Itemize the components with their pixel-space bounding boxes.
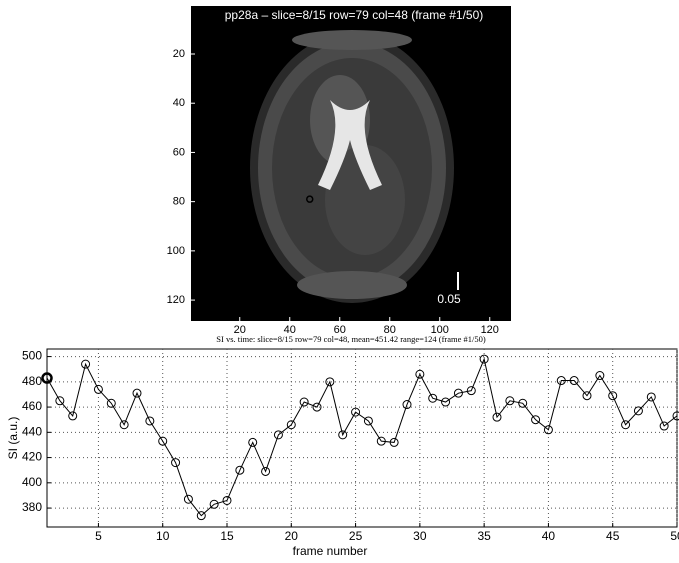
data-point (621, 420, 631, 430)
y-tick-label: 20 (173, 48, 185, 60)
data-point (93, 384, 103, 394)
data-point (248, 437, 258, 447)
y-tick-label: 420 (22, 450, 42, 464)
data-point (299, 397, 309, 407)
data-point (595, 371, 605, 381)
data-point (106, 398, 116, 408)
x-tick-label: 5 (95, 529, 102, 543)
data-point (402, 400, 412, 410)
data-point (261, 466, 271, 476)
y-tick-label: 440 (22, 424, 42, 438)
x-tick-label: 100 (431, 324, 449, 336)
data-point (543, 425, 553, 435)
data-point (235, 465, 245, 475)
data-point (351, 407, 361, 417)
data-point (222, 495, 232, 505)
data-point (646, 392, 656, 402)
data-point (672, 411, 679, 421)
x-tick-label: 80 (384, 324, 396, 336)
plot-frame (46, 348, 678, 528)
series-line (46, 357, 678, 517)
data-point (55, 396, 65, 406)
data-point (479, 354, 489, 364)
data-point (119, 420, 129, 430)
x-tick-label: 30 (413, 529, 427, 543)
data-point (325, 377, 335, 387)
x-tick-label: 20 (234, 324, 246, 336)
data-point (492, 412, 502, 422)
data-point (376, 436, 386, 446)
data-point (209, 499, 219, 509)
pixel-marker (306, 195, 314, 203)
data-point (145, 416, 155, 426)
data-point (286, 420, 296, 430)
data-point (132, 388, 142, 398)
x-tick-label: 120 (481, 324, 499, 336)
data-point (41, 372, 53, 384)
data-point (659, 421, 669, 431)
data-point (363, 416, 373, 426)
x-tick-label: 20 (285, 529, 299, 543)
data-point (183, 494, 193, 504)
x-tick-label: 50 (670, 529, 679, 543)
data-point (531, 415, 541, 425)
data-point (466, 386, 476, 396)
data-point (505, 396, 515, 406)
data-point (633, 406, 643, 416)
data-point (389, 437, 399, 447)
y-tick-label: 460 (22, 399, 42, 413)
data-point (518, 398, 528, 408)
x-tick-label: 40 (542, 529, 556, 543)
plot-caption: SI vs. time: slice=8/15 row=79 col=48, m… (216, 334, 486, 344)
data-point (171, 458, 181, 468)
data-point (453, 388, 463, 398)
image-title: pp28a – slice=8/15 row=79 col=48 (frame … (225, 8, 484, 22)
data-point (81, 359, 91, 369)
x-tick-label: 25 (349, 529, 363, 543)
x-axis-label: frame number (293, 544, 368, 558)
y-tick-label: 80 (173, 196, 185, 208)
data-point (338, 430, 348, 440)
y-tick-label: 500 (22, 349, 42, 363)
x-tick-label: 60 (334, 324, 346, 336)
data-point (428, 393, 438, 403)
y-tick-label: 480 (22, 374, 42, 388)
scale-label: 0.05 (437, 292, 461, 306)
data-point (273, 430, 283, 440)
y-tick-label: 400 (22, 475, 42, 489)
data-point (582, 391, 592, 401)
data-point (415, 369, 425, 379)
data-point (68, 411, 78, 421)
data-point (312, 402, 322, 412)
x-tick-label: 45 (606, 529, 620, 543)
y-tick-label: 60 (173, 146, 185, 158)
data-point (556, 376, 566, 386)
brain-image (250, 30, 454, 303)
y-tick-label: 380 (22, 500, 42, 514)
data-point (441, 397, 451, 407)
x-tick-label: 40 (284, 324, 296, 336)
x-tick-label: 10 (156, 529, 170, 543)
y-axis-label: SI (a.u.) (6, 417, 20, 460)
x-tick-label: 15 (220, 529, 234, 543)
y-tick-label: 120 (167, 294, 185, 306)
data-point (158, 436, 168, 446)
data-point (608, 391, 618, 401)
x-tick-label: 35 (477, 529, 491, 543)
image-panel: pp28a – slice=8/15 row=79 col=48 (frame … (191, 6, 511, 344)
data-point (569, 376, 579, 386)
y-tick-label: 100 (167, 245, 185, 257)
data-point (196, 511, 206, 521)
y-tick-label: 40 (173, 97, 185, 109)
